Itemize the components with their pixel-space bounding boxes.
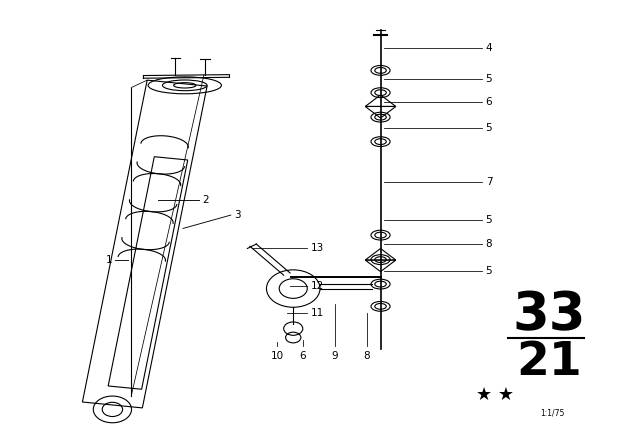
Text: 3: 3 [234, 210, 241, 220]
Text: 7: 7 [486, 177, 492, 187]
Text: ★ ★: ★ ★ [476, 387, 514, 405]
Text: 5: 5 [486, 123, 492, 133]
Text: 21: 21 [516, 340, 582, 384]
Text: 5: 5 [486, 266, 492, 276]
Text: 5: 5 [486, 215, 492, 224]
Text: 6: 6 [300, 351, 306, 361]
Text: 4: 4 [486, 43, 492, 53]
Text: 1:1/75: 1:1/75 [540, 409, 564, 418]
Text: 10: 10 [271, 351, 284, 361]
Text: 9: 9 [332, 351, 338, 361]
Text: 11: 11 [310, 308, 324, 318]
Text: 8: 8 [486, 239, 492, 249]
Text: 5: 5 [486, 74, 492, 84]
Text: 2: 2 [202, 194, 209, 205]
Text: 33: 33 [513, 289, 586, 341]
Text: 8: 8 [364, 351, 370, 361]
Text: 12: 12 [310, 281, 324, 291]
Text: 1: 1 [106, 254, 112, 265]
Text: 13: 13 [310, 243, 324, 253]
Text: 6: 6 [486, 97, 492, 107]
